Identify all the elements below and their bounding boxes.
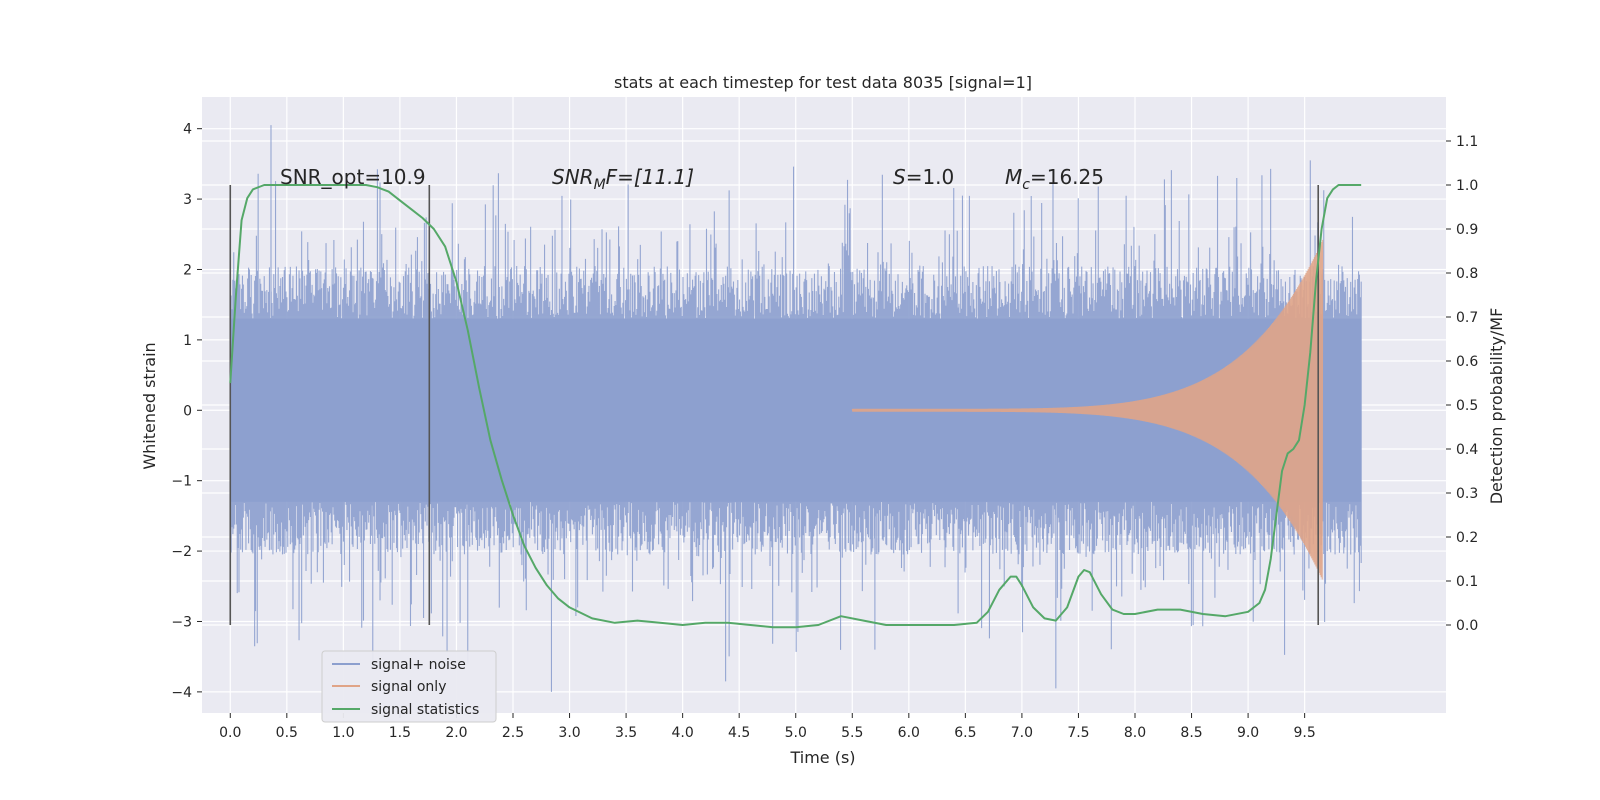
y-tick-label: 0 — [183, 403, 192, 419]
x-tick-label: 6.0 — [898, 725, 920, 741]
x-tick-labels: 0.0 0.5 1.0 1.5 2.0 2.5 3.0 3.5 4.0 4.5 5.0 5.5 6.0 6… — [219, 713, 1316, 741]
annotation-mc-main: M — [1005, 165, 1022, 189]
legend-label-signal-statistics: signal statistics — [371, 702, 479, 718]
x-tick-label: 1.0 — [332, 725, 354, 741]
signal-statistics-line — [229, 184, 1362, 629]
x-tick-label: 9.0 — [1237, 725, 1259, 741]
y-tick-labels: 4 3 2 1 0 −1 −2 −3 −4 — [171, 122, 202, 701]
x-tick-label: 4.0 — [672, 725, 694, 741]
x-tick-label: 0.5 — [276, 725, 298, 741]
y-tick-label: 4 — [183, 122, 192, 138]
x-tick-label: 2.0 — [445, 725, 467, 741]
y-right-tick-label: 0.7 — [1456, 310, 1478, 326]
x-tick-label: 3.5 — [615, 725, 637, 741]
annotation-s-rest: =1.0 — [906, 165, 955, 189]
annotation-mc: Mc=16.25 — [1005, 165, 1104, 193]
x-tick-label: 3.0 — [558, 725, 580, 741]
series-signal-only — [851, 239, 1324, 580]
y-right-axis-label: Detection probability/MF — [1487, 308, 1506, 505]
annotation-snr-opt: SNR_opt=10.9 — [280, 165, 426, 189]
annotation-snr-mf-main: SNR — [552, 165, 594, 189]
annotation-mc-rest: =16.25 — [1030, 165, 1104, 189]
x-tick-label: 8.0 — [1124, 725, 1146, 741]
x-tick-label: 9.5 — [1294, 725, 1316, 741]
x-tick-label: 2.5 — [502, 725, 524, 741]
y-right-tick-label: 0.9 — [1456, 222, 1478, 238]
annotation-snr-mf: SNRMF=[11.1] — [552, 165, 694, 193]
x-tick-label: 1.5 — [389, 725, 411, 741]
x-axis-label: Time (s) — [789, 748, 855, 767]
series-signal-statistics — [229, 184, 1362, 629]
x-tick-label: 7.5 — [1067, 725, 1089, 741]
annotation-snr-mf-rest: F=[11.1] — [606, 165, 694, 189]
y-right-tick-label: 0.8 — [1456, 266, 1478, 282]
x-tick-label: 0.0 — [219, 725, 241, 741]
x-tick-label: 5.0 — [785, 725, 807, 741]
y-right-tick-label: 1.1 — [1456, 134, 1478, 150]
legend-box — [321, 650, 497, 723]
y-axis-label: Whitened strain — [140, 342, 159, 469]
x-tick-label: 6.5 — [954, 725, 976, 741]
annotation-snr-mf-sub: M — [594, 177, 606, 193]
y-tick-label: 1 — [183, 333, 192, 349]
y-right-tick-label: 1.0 — [1456, 178, 1478, 194]
annotation-mc-sub: c — [1022, 177, 1030, 193]
annotation-s-main: S — [893, 165, 906, 189]
y-right-tick-label: 0.2 — [1456, 530, 1478, 546]
y-right-tick-label: 0.4 — [1456, 442, 1478, 458]
x-tick-label: 4.5 — [728, 725, 750, 741]
legend: signal+ noise signal only signal statist… — [321, 650, 497, 723]
x-tick-label: 5.5 — [841, 725, 863, 741]
annotation-s: S=1.0 — [893, 165, 954, 189]
legend-label-signal-noise: signal+ noise — [371, 657, 466, 673]
y-tick-label: −4 — [171, 685, 192, 701]
x-tick-label: 7.0 — [1011, 725, 1033, 741]
y-tick-label: −2 — [171, 544, 192, 560]
y-tick-label: 3 — [183, 192, 192, 208]
chart-title: stats at each timestep for test data 803… — [614, 73, 1032, 92]
y-tick-label: 2 — [183, 262, 192, 278]
y-right-tick-label: 0.0 — [1456, 618, 1478, 634]
y-tick-label: −3 — [171, 614, 192, 630]
y-right-tick-label: 0.6 — [1456, 354, 1478, 370]
x-tick-label: 8.5 — [1180, 725, 1202, 741]
legend-label-signal-only: signal only — [371, 679, 446, 695]
y-right-tick-label: 0.1 — [1456, 574, 1478, 590]
y-right-tick-label: 0.5 — [1456, 398, 1478, 414]
y-tick-label: −1 — [171, 474, 192, 490]
y-right-tick-labels: 1.1 1.0 0.9 0.8 0.7 0.6 0.5 0.4 0.3 0.2 0.1 0.0 — [1446, 134, 1478, 634]
y-right-tick-label: 0.3 — [1456, 486, 1478, 502]
signal-only-trace — [851, 239, 1324, 580]
